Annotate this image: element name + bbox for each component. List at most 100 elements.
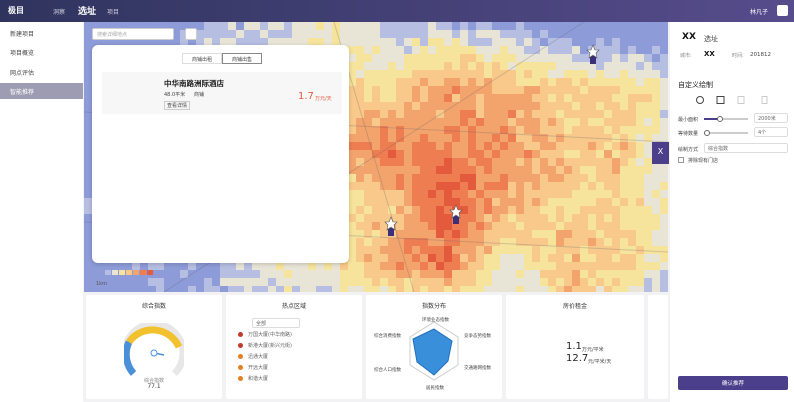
map-cell (588, 30, 596, 38)
nav-item[interactable]: 项目 (107, 9, 120, 16)
listing-item[interactable]: 中华南路洲际酒店 48.0平米 商铺 查看详情 1.7 万元/天 (102, 72, 342, 114)
map-cell (644, 214, 652, 222)
map-cell (332, 262, 340, 270)
map-cell (460, 150, 468, 158)
map-cell (484, 22, 492, 30)
map-cell (572, 142, 580, 150)
map-cell (156, 262, 164, 270)
map-cell (164, 262, 172, 270)
map-cell (652, 54, 660, 62)
nav-item[interactable]: 洞察 (53, 9, 66, 16)
map-cell (516, 206, 524, 214)
map-cell (380, 70, 388, 78)
map-cell (532, 46, 540, 54)
map-cell (116, 38, 124, 46)
map-cell (484, 86, 492, 94)
map-cell (220, 278, 228, 286)
menu-item[interactable]: 项目概览 (10, 50, 35, 57)
map-cell (228, 278, 236, 286)
map-cell (532, 174, 540, 182)
menu-item[interactable]: 网点评估 (10, 70, 35, 77)
map-cell (380, 230, 388, 238)
map-cell (484, 230, 492, 238)
map-cell (364, 198, 372, 206)
map-cell (220, 270, 228, 278)
filter-select[interactable]: 全部 (252, 318, 300, 328)
detail-link[interactable]: 查看详情 (164, 101, 191, 110)
map-cell (460, 30, 468, 38)
map-cell (372, 78, 380, 86)
map-cell (84, 246, 92, 254)
map-cell (380, 246, 388, 254)
map-cell (284, 262, 292, 270)
map-cell (148, 22, 156, 30)
avatar[interactable] (777, 5, 788, 16)
map-cell (260, 278, 268, 286)
map-cell (180, 286, 188, 292)
map-cell (356, 262, 364, 270)
map-cell (412, 182, 420, 190)
map-cell (284, 270, 292, 278)
slider[interactable] (704, 130, 748, 136)
map-cell (380, 22, 388, 30)
map-cell (564, 54, 572, 62)
map-cell (620, 270, 628, 278)
map-cell (404, 134, 412, 142)
tab[interactable]: 商铺出租 (182, 53, 222, 64)
map-cell (548, 214, 556, 222)
map-cell (636, 206, 644, 214)
map-cell (452, 158, 460, 166)
map-cell (572, 30, 580, 38)
map-cell (612, 214, 620, 222)
map-cell (548, 22, 556, 30)
map-cell (596, 182, 604, 190)
map-cell (444, 134, 452, 142)
map-cell (508, 142, 516, 150)
map-cell (356, 30, 364, 38)
tab-active[interactable]: 商铺出售 (222, 53, 262, 64)
hot-dot (238, 343, 243, 348)
map-cell (268, 286, 276, 292)
map-cell (516, 198, 524, 206)
nav-item[interactable]: 选址 (78, 7, 97, 17)
map-cell (356, 102, 364, 110)
field-select[interactable]: 综合指数 (704, 143, 788, 153)
map-cell (636, 230, 644, 238)
search-box[interactable]: 搜索详细地点 (92, 28, 174, 40)
map-cell (244, 30, 252, 38)
map-cell (516, 46, 524, 54)
map-cell (540, 30, 548, 38)
draw-tools[interactable] (690, 94, 770, 106)
map-cell (500, 142, 508, 150)
hot-item[interactable]: 和谐大厦 (248, 376, 269, 382)
map-cell (164, 22, 172, 30)
field-value[interactable]: 2000米 (754, 113, 788, 123)
menu-item[interactable]: 新建项目 (10, 31, 35, 38)
layer-button[interactable] (185, 28, 197, 40)
map-cell (460, 238, 468, 246)
map-cell (620, 126, 628, 134)
logo[interactable]: 极目 (8, 6, 24, 15)
slider[interactable] (704, 116, 748, 122)
hot-item[interactable]: 新港大厦(新兴元街) (248, 343, 292, 349)
map-cell (308, 270, 316, 278)
map-cell (428, 166, 436, 174)
map-cell (452, 174, 460, 182)
map-cell (460, 190, 468, 198)
map-cell (268, 278, 276, 286)
field-value[interactable]: 4个 (754, 127, 788, 137)
map-cell (380, 62, 388, 70)
menu-item-active[interactable]: 智能推荐 (0, 83, 83, 99)
checkbox[interactable] (678, 157, 684, 163)
map-cell (364, 206, 372, 214)
hot-item[interactable]: 开远大厦 (248, 365, 269, 371)
user-name[interactable]: 林凡子 (750, 9, 769, 16)
hot-item[interactable]: 迅通大厦 (248, 354, 269, 360)
hot-item[interactable]: 万国大厦(中华南路) (248, 332, 292, 338)
close-button[interactable]: X (652, 142, 669, 164)
map-cell (604, 30, 612, 38)
map-cell (188, 22, 196, 30)
map-cell (444, 62, 452, 70)
map-cell (332, 30, 340, 38)
submit-button[interactable]: 确认推荐 (678, 376, 788, 390)
